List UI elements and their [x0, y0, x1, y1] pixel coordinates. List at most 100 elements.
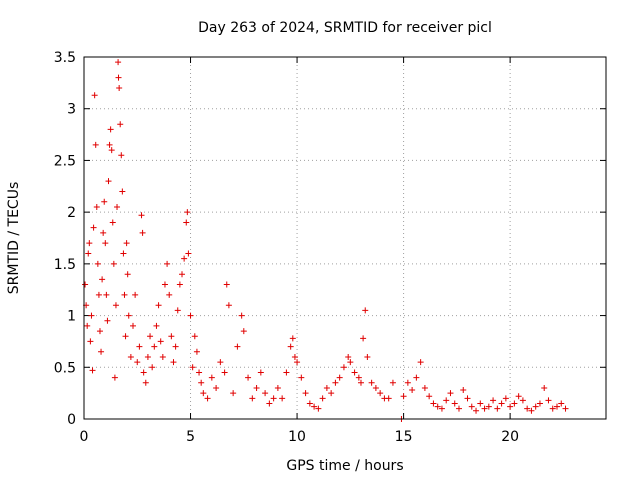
data-point [477, 400, 484, 407]
data-point [127, 353, 134, 360]
data-point [421, 384, 428, 391]
data-point [404, 379, 411, 386]
data-point [328, 390, 335, 397]
data-point [100, 229, 107, 236]
data-point [283, 369, 290, 376]
data-point [562, 405, 569, 412]
data-point [208, 374, 215, 381]
y-tick-label: 0.5 [54, 360, 76, 376]
data-point [161, 281, 168, 288]
data-point [99, 276, 106, 283]
data-point [108, 147, 115, 154]
x-tick-label: 20 [501, 429, 519, 445]
data-point [138, 212, 145, 219]
data-point [302, 390, 309, 397]
data-point [217, 359, 224, 366]
data-point [274, 384, 281, 391]
data-point [389, 379, 396, 386]
data-points [82, 59, 569, 422]
data-point [536, 400, 543, 407]
data-point [119, 188, 126, 195]
data-point [142, 379, 149, 386]
data-point [558, 400, 565, 407]
data-point [105, 178, 112, 185]
data-point [125, 312, 132, 319]
data-point [102, 240, 109, 247]
data-point [101, 198, 108, 205]
data-point [103, 291, 110, 298]
data-point [172, 343, 179, 350]
data-point [98, 348, 105, 355]
x-tick-label: 10 [288, 429, 306, 445]
data-point [385, 395, 392, 402]
data-point [213, 384, 220, 391]
data-point [502, 395, 509, 402]
data-point [413, 374, 420, 381]
data-point [144, 353, 151, 360]
data-point [124, 271, 131, 278]
data-point [400, 393, 407, 400]
data-point [93, 203, 100, 210]
data-point [468, 403, 475, 410]
data-point [181, 255, 188, 262]
grid [84, 57, 606, 419]
data-point [230, 390, 237, 397]
data-point [249, 395, 256, 402]
data-point [430, 400, 437, 407]
data-point [511, 400, 518, 407]
y-tick-label: 3 [67, 102, 76, 118]
data-point [200, 390, 207, 397]
data-point [153, 322, 160, 329]
data-point [351, 369, 358, 376]
data-point [136, 343, 143, 350]
data-point [132, 291, 139, 298]
data-point [294, 359, 301, 366]
data-point [155, 302, 162, 309]
data-point [257, 369, 264, 376]
data-point [426, 393, 433, 400]
data-point [122, 333, 129, 340]
data-point [88, 312, 95, 319]
data-point [368, 379, 375, 386]
data-point [110, 260, 117, 267]
data-point [92, 141, 99, 148]
data-point [298, 374, 305, 381]
data-point [117, 121, 124, 128]
data-point [191, 333, 198, 340]
data-point [262, 390, 269, 397]
data-point [95, 291, 102, 298]
data-point [553, 403, 560, 410]
data-point [114, 203, 121, 210]
x-tick-label: 0 [80, 429, 89, 445]
data-point [364, 353, 371, 360]
data-point [332, 379, 339, 386]
data-point [147, 333, 154, 340]
data-point [357, 379, 364, 386]
data-point [234, 343, 241, 350]
x-tick-label: 15 [395, 429, 413, 445]
data-point [473, 407, 480, 414]
data-point [140, 369, 147, 376]
data-point [134, 359, 141, 366]
data-point [115, 59, 122, 66]
data-point [434, 403, 441, 410]
data-point [151, 343, 158, 350]
data-point [120, 250, 127, 257]
data-point [362, 307, 369, 314]
data-point [360, 335, 367, 342]
data-point [221, 369, 228, 376]
data-point [96, 328, 103, 335]
data-point [336, 374, 343, 381]
data-point [270, 395, 277, 402]
data-point [204, 395, 211, 402]
data-point [118, 152, 125, 159]
data-point [104, 317, 111, 324]
data-point [89, 367, 96, 374]
data-point [455, 405, 462, 412]
data-point [289, 335, 296, 342]
data-point [409, 387, 416, 394]
data-point [164, 260, 171, 267]
data-point [485, 403, 492, 410]
data-point [107, 126, 114, 133]
